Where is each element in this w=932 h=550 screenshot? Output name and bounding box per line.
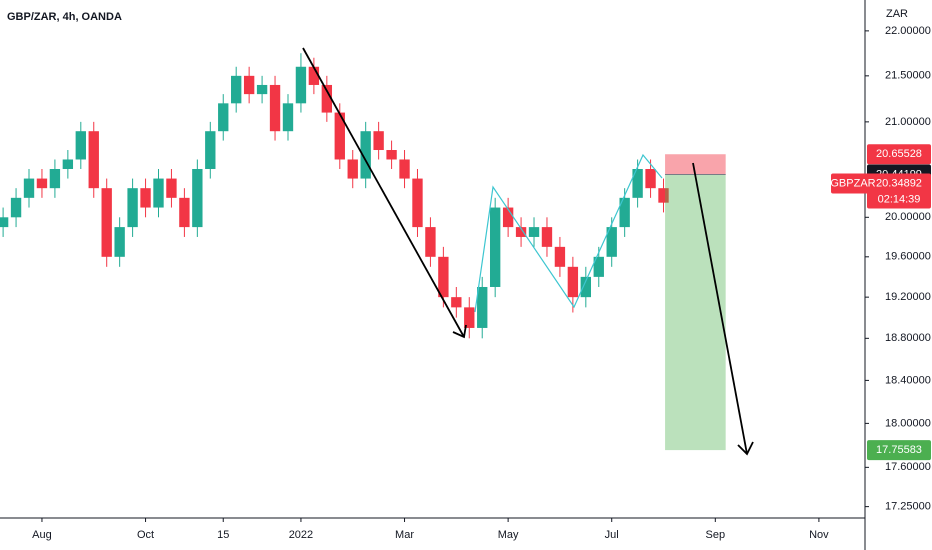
candle-body (606, 227, 617, 257)
candle-body (619, 197, 630, 228)
x-tick-label: Sep (706, 529, 726, 541)
plot-area (0, 53, 726, 451)
candle-body (334, 112, 345, 160)
candle-body (218, 103, 229, 132)
candle-body (179, 197, 190, 228)
candle-body (386, 150, 397, 160)
candle-body (477, 286, 488, 328)
target-zone (665, 174, 726, 451)
candle-body (412, 178, 423, 228)
symbol-tag-bg (831, 173, 876, 194)
candle-body (567, 266, 579, 298)
x-tick-label: 15 (217, 529, 229, 541)
y-tick-label: 20.00000 (885, 211, 931, 223)
candle-body (308, 66, 320, 85)
candle-body (515, 227, 527, 237)
arrow-head (452, 324, 467, 339)
symbol-tag: GBPZAR (830, 177, 875, 189)
candle-body (192, 168, 203, 228)
candle-body (140, 188, 151, 208)
x-tick-label: Aug (32, 529, 52, 541)
candle-body (464, 307, 475, 328)
candle-body (269, 84, 281, 132)
y-tick-label: 18.80000 (885, 332, 931, 344)
x-tick-label: Jul (605, 529, 619, 541)
candle-body (62, 159, 74, 169)
target-price-tag: 17.75583 (876, 444, 922, 456)
candle-body (347, 159, 358, 179)
trend-arrow (302, 47, 465, 338)
candle-body (36, 178, 48, 189)
zigzag-drawing (474, 153, 663, 313)
candle-body (75, 131, 86, 160)
candle-body (360, 131, 371, 179)
stop-price-tag: 20.65528 (876, 148, 922, 160)
candle-body (88, 131, 99, 189)
candle-body (295, 66, 307, 104)
y-tick-label: 21.00000 (885, 116, 931, 128)
candle-body (153, 178, 164, 208)
x-tick-label: Nov (809, 529, 829, 541)
arrow-head (737, 441, 754, 456)
last-price-tag: 20.34892 (876, 177, 922, 189)
candle-body (166, 178, 177, 198)
candle-body (489, 207, 501, 287)
candle-body (282, 103, 294, 132)
candle-body (256, 84, 268, 95)
y-tick-label: 19.20000 (885, 291, 931, 303)
candle-body (554, 246, 566, 267)
countdown: 02:14:39 (878, 193, 921, 205)
candle-body (528, 227, 540, 237)
y-tick-label: 17.60000 (885, 461, 931, 473)
candle-body (114, 227, 125, 257)
target-price-tag-bg (867, 440, 931, 461)
candle-body (645, 168, 656, 189)
candle-body (502, 207, 514, 228)
y-tick-label: 18.40000 (885, 374, 931, 386)
chart-title: GBP/ZAR, 4h, OANDA (7, 11, 122, 23)
x-tick-label: Mar (395, 529, 414, 541)
candle-body (321, 84, 333, 113)
x-tick-label: May (498, 529, 519, 541)
candle-body (23, 178, 35, 198)
candle-body (0, 217, 9, 228)
candle-body (593, 256, 604, 277)
candle-body (101, 188, 112, 257)
y-tick-label: 22.00000 (885, 25, 931, 37)
x-tick-label: Oct (137, 529, 154, 541)
stop-zone (665, 154, 726, 175)
candle-body (373, 131, 384, 151)
candle-body (243, 75, 255, 95)
candle-body (438, 256, 449, 298)
last-price-bg (867, 173, 931, 209)
y-tick-label: 18.00000 (885, 417, 931, 429)
candle-body (541, 227, 553, 247)
candle-body (127, 188, 138, 228)
y-tick-label: 17.25000 (885, 501, 931, 513)
x-tick-label: 2022 (289, 529, 313, 541)
candle-body (451, 297, 462, 308)
candle-body (399, 159, 410, 179)
y-tick-label: 21.50000 (885, 70, 931, 82)
candle-body (425, 227, 436, 257)
forecast-arrow (692, 162, 748, 455)
y-tick-label: 19.60000 (885, 251, 931, 263)
currency-label: ZAR (886, 8, 908, 20)
stop-price-tag-bg (867, 144, 931, 165)
candle-body (205, 131, 216, 169)
candle-body (632, 168, 643, 198)
candle-body (10, 197, 22, 218)
candle-body (580, 276, 591, 298)
candle-body (658, 188, 669, 203)
candle-body (231, 75, 242, 104)
candle-body (49, 168, 61, 189)
